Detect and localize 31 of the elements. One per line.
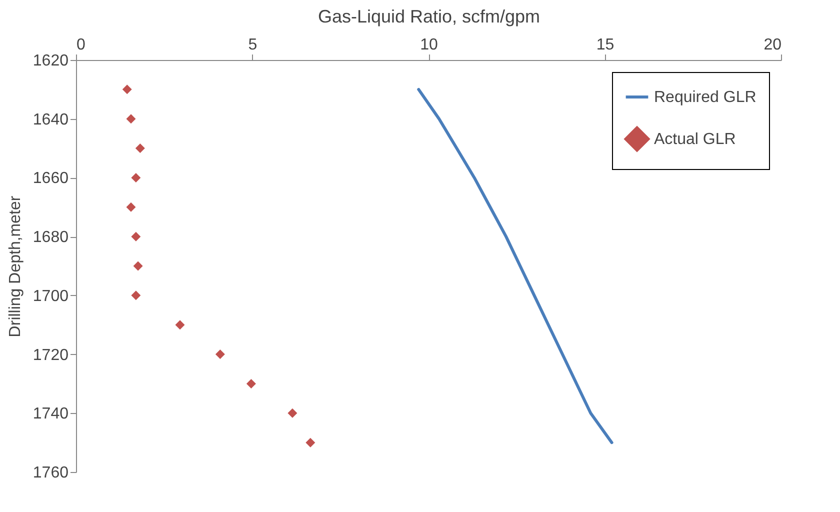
y-tick-label: 1660 bbox=[32, 170, 69, 188]
y-axis-title: Drilling Depth,meter bbox=[6, 195, 24, 338]
legend-label: Actual GLR bbox=[654, 131, 736, 148]
line-series bbox=[417, 88, 614, 444]
point bbox=[135, 144, 145, 154]
point bbox=[126, 202, 136, 212]
x-tick-label: 5 bbox=[248, 36, 258, 54]
y-tick-label: 1700 bbox=[32, 288, 69, 305]
point bbox=[306, 438, 316, 448]
y-tick-label: 1760 bbox=[32, 464, 69, 482]
point bbox=[126, 114, 136, 124]
point bbox=[175, 320, 185, 330]
y-tick-label: 1720 bbox=[32, 346, 69, 364]
x-axis-title: Gas-Liquid Ratio, scfm/gpm bbox=[318, 6, 540, 26]
x-tick-label: 20 bbox=[764, 36, 782, 54]
point bbox=[131, 172, 141, 182]
point bbox=[215, 350, 225, 360]
point bbox=[246, 378, 256, 388]
x-tick-label: 10 bbox=[420, 36, 438, 54]
point bbox=[288, 408, 298, 418]
point bbox=[122, 84, 132, 94]
point bbox=[131, 290, 141, 300]
y-tick-label: 1740 bbox=[32, 406, 69, 423]
legend-label: Required GLR bbox=[654, 89, 756, 106]
point bbox=[133, 261, 143, 271]
x-tick-label: 15 bbox=[596, 36, 614, 54]
x-tick-label: 0 bbox=[76, 36, 86, 54]
point bbox=[131, 232, 141, 242]
y-tick-label: 1680 bbox=[32, 229, 69, 246]
y-tick-label: 1640 bbox=[32, 111, 69, 128]
y-tick-label: 1620 bbox=[32, 52, 69, 70]
